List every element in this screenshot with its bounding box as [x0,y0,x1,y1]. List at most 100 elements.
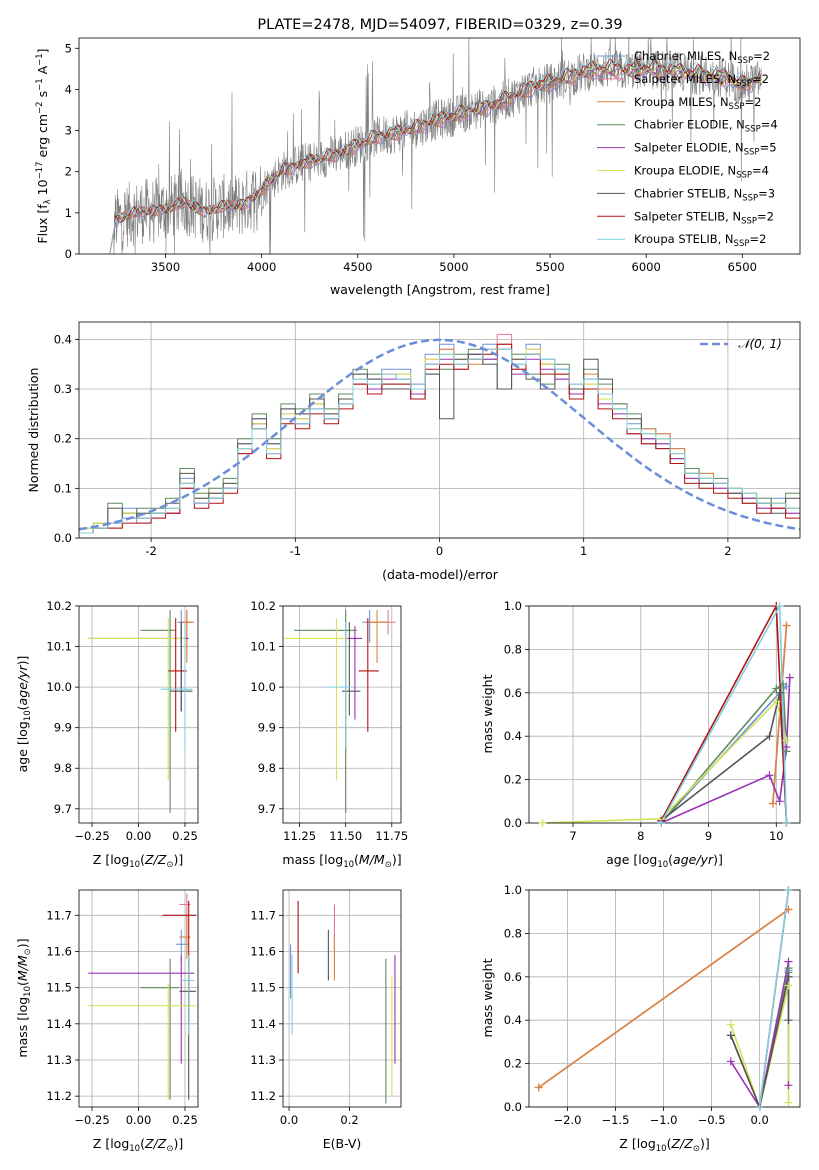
y-tick-label: 0.4 [504,729,522,743]
y-tick-label: 5 [65,41,72,55]
label-fragment: Z/Z [144,1136,167,1151]
x-tick-label: 4000 [247,260,276,274]
legend-label-3: Chabrier ELODIE, NSSP=4 [634,118,778,135]
weight-line-8 [758,890,790,1107]
label-fragment: M/M [359,852,385,867]
label-fragment: −1 [35,53,45,66]
label-fragment: )] [15,938,30,948]
x-tick-label: 6000 [632,260,661,274]
x-tick-label: 0.25 [172,1113,198,1127]
x-tick-label: 6500 [728,260,757,274]
weight-marker-5 [772,697,781,706]
y-tick-label: 1.0 [504,883,522,897]
legend-sub: SSP [744,148,760,158]
plot-area [542,606,791,823]
label-fragment: 10 [129,1144,140,1154]
x-axis-label: mass [log10(M/M⊙)] [282,852,401,870]
legend-text: Salpeter MILES, N [634,72,736,86]
legend-label-6: Chabrier STELIB, NSSP=3 [634,186,775,203]
ticks: 7 8 9 10 0.0 0.2 0.4 0.6 0.8 1.0 [504,599,784,843]
legend-sub: SSP [741,216,757,226]
x-axis-label: Z [log10(Z/Z⊙)] [93,1136,183,1154]
y-tick-label: 0.0 [54,531,72,545]
label-fragment: age [log [15,721,30,772]
legend-sub: SSP [729,102,745,112]
x-tick-label: 0 [436,544,443,558]
legend-suffix: =2 [744,95,761,109]
label-fragment: )] [713,852,723,867]
model-line-5 [109,61,762,254]
label-fragment: 10 [657,860,668,870]
label-fragment: ( [15,705,30,710]
label-fragment: ( [15,981,30,986]
x-axis-label: Z [log10(Z/Z⊙)] [93,852,183,870]
weight-marker-6 [726,1031,735,1040]
x-tick-label: -1 [290,544,301,558]
weight-marker-8 [782,819,791,827]
label-fragment: −17 [35,161,45,179]
y-tick-label: 11.4 [46,1017,72,1031]
grid [283,890,401,1107]
weight-marker-2 [768,799,777,808]
weight-marker-4 [775,797,784,806]
axes-residuals: -2 -1 0 1 2 0.0 0.1 0.2 0.3 0.4 [54,321,801,558]
legend-suffix: =4 [752,164,769,178]
label-fragment: )] [15,656,30,666]
axes-frame [282,605,402,824]
y-tick-label: 10.2 [250,599,276,613]
legend-suffix: =3 [758,186,775,200]
ticks: 0.0 0.2 11.2 11.3 11.4 11.5 11.6 11.7 [250,908,358,1127]
legend-sub: SSP [737,56,753,66]
label-fragment: Z [log [93,852,129,867]
label-fragment: 10 [23,710,33,721]
label-fragment: ⊙ [23,948,33,955]
y-tick-label: 0.2 [54,432,72,446]
x-tick-label: 0.2 [340,1113,358,1127]
x-tick-label: 0.0 [750,1113,768,1127]
legend-sub: SSP [736,79,752,89]
plot-area [88,893,197,1100]
axes-age-vs-mass: 11.25 11.50 11.75 9.7 9.8 9.9 10.0 10.1 10.2 [250,599,408,843]
legend-text: Chabrier ELODIE, N [634,118,745,132]
axes-frame [78,889,199,1108]
weight-marker-4 [726,1057,735,1066]
y-tick-label: 2 [65,165,72,179]
label-fragment: mass [log [15,997,30,1058]
axes-frame [282,889,402,1108]
label-fragment: Flux [f [35,204,50,244]
label-fragment: ( [140,852,145,867]
grid [79,890,198,1107]
legend-text: Kroupa MILES, N [634,95,729,109]
label-fragment: −2 [35,101,45,114]
legend-label-8: Kroupa STELIB, NSSP=2 [634,232,766,249]
label-fragment: erg cm [35,114,50,162]
x-tick-label: 0.00 [126,1113,152,1127]
x-tick-label: 0.25 [172,829,198,843]
ticks: -2 -1 0 1 2 0.0 0.1 0.2 0.3 0.4 [54,332,732,558]
y-tick-label: 9.9 [54,721,72,735]
x-axis-label: (data-model)/error [382,567,499,582]
label-fragment: ⊙ [385,860,392,870]
label-fragment: age [log [606,852,657,867]
weight-marker-2 [534,1083,543,1092]
x-tick-label: −0.25 [74,829,109,843]
label-fragment: Z [log [619,1136,655,1151]
legend-gaussian-label: 𝒩(0, 1) [738,337,782,351]
y-tick-label: 9.8 [54,761,72,775]
y-axis-label: mass [log10(M/M⊙)] [15,938,33,1057]
weight-marker-8 [784,886,793,894]
y-tick-label: 11.6 [250,944,276,958]
y-tick-label: 9.9 [258,721,276,735]
weight-marker-4 [784,1081,793,1090]
label-fragment: A [35,65,50,78]
y-tick-label: 9.7 [258,802,276,816]
label-fragment: ( [668,852,673,867]
label-fragment: )] [173,1136,183,1151]
legend-label-5: Kroupa ELODIE, NSSP=4 [634,164,769,181]
axes-weight-vs-age: 7 8 9 10 0.0 0.2 0.4 0.6 0.8 1.0 [504,599,801,843]
label-fragment: 10 [23,986,33,997]
histogram-8 [79,348,800,538]
weight-marker-4 [784,957,793,966]
y-tick-label: 10.1 [46,640,72,654]
y-tick-label: 11.5 [250,981,276,995]
